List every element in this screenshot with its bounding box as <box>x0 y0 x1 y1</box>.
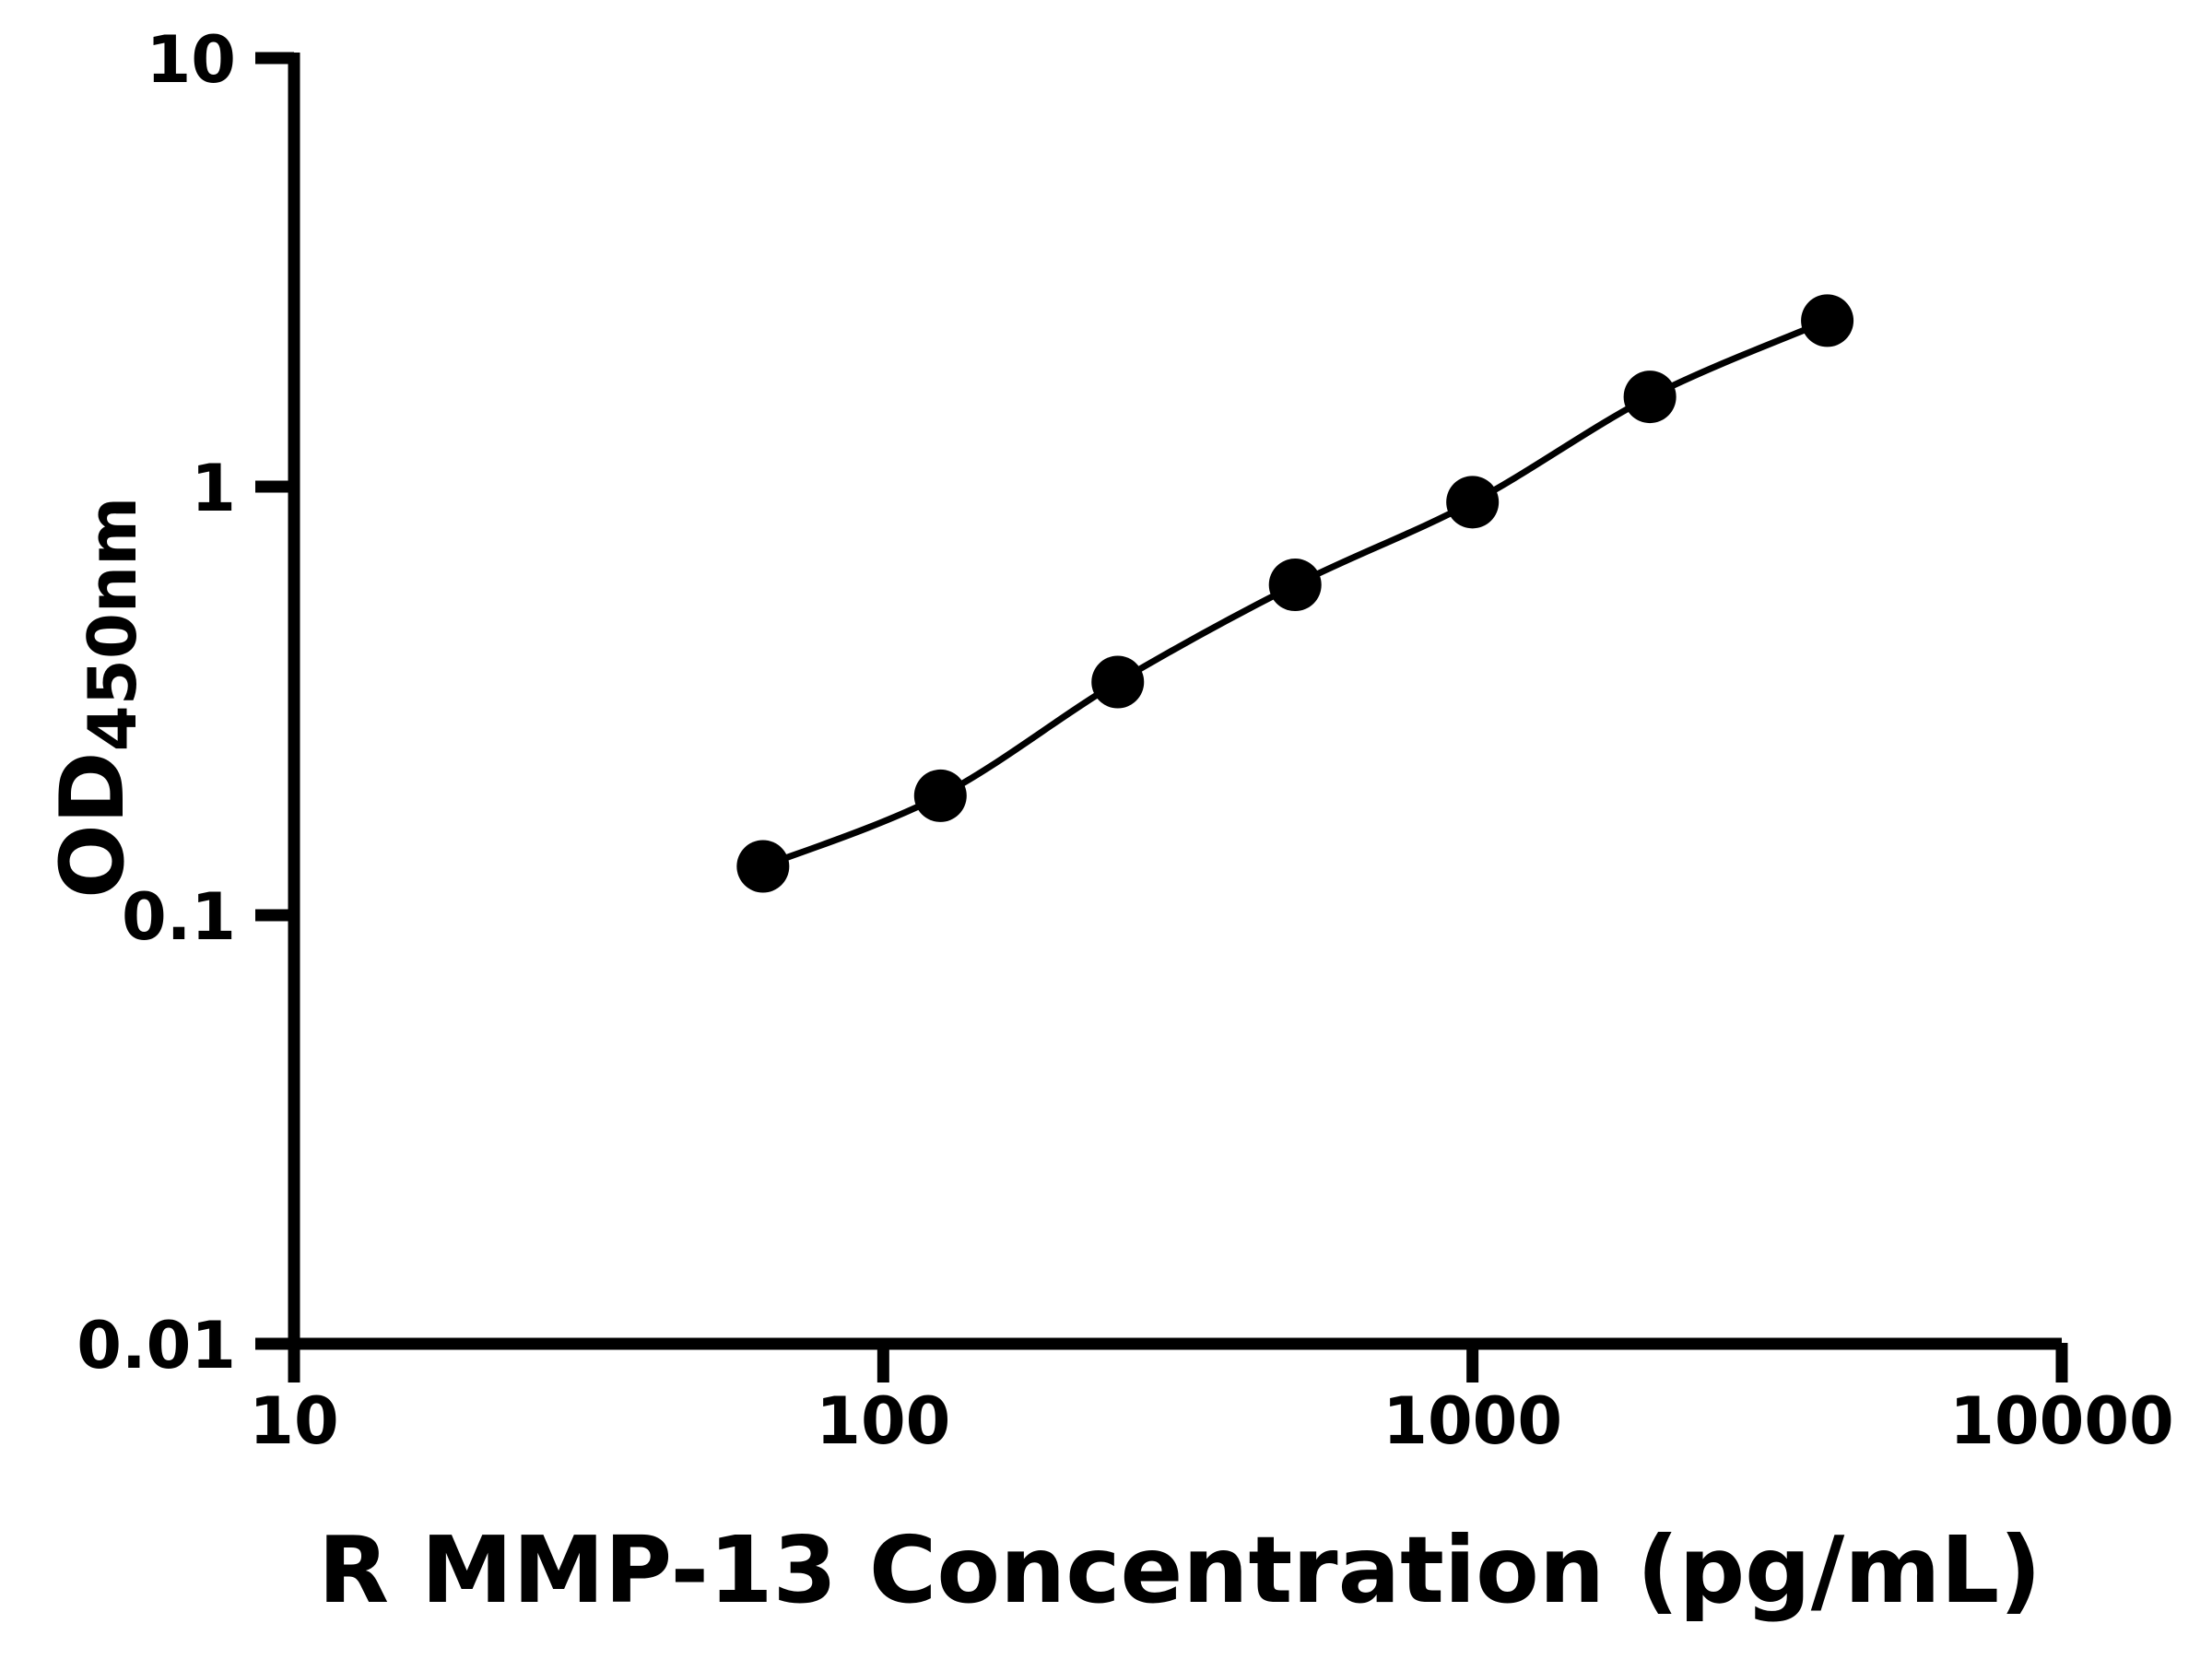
x-tick-label-1000: 1000 <box>1382 1383 1562 1459</box>
y-tick-label-10: 10 <box>147 22 236 98</box>
data-series <box>736 294 1854 893</box>
y-axis-title-main: OD <box>42 751 144 899</box>
y-axis-title: OD450nm <box>42 497 151 899</box>
y-tick-label-1: 1 <box>191 451 236 526</box>
axes <box>255 52 2068 1382</box>
x-tick-label-10: 10 <box>249 1383 338 1459</box>
data-point-4000 <box>1801 294 1854 347</box>
y-tick-label-0.01: 0.01 <box>76 1308 236 1383</box>
axis-spine <box>288 53 2062 1350</box>
x-tick-label-100: 100 <box>816 1383 950 1459</box>
data-point-500 <box>1268 559 1322 612</box>
x-tick-label-10000: 10000 <box>1949 1383 2174 1459</box>
y-tick-label-0.1: 0.1 <box>122 879 236 955</box>
data-point-1000 <box>1446 476 1500 529</box>
data-point-2000 <box>1623 371 1677 424</box>
y-axis-title-subscript: 450nm <box>74 497 151 752</box>
data-point-250 <box>1091 655 1145 709</box>
data-point-62.5 <box>736 840 790 893</box>
data-point-125 <box>913 769 967 822</box>
x-axis-title: R MMP-13 Concentration (pg/mL) <box>318 1516 2041 1624</box>
